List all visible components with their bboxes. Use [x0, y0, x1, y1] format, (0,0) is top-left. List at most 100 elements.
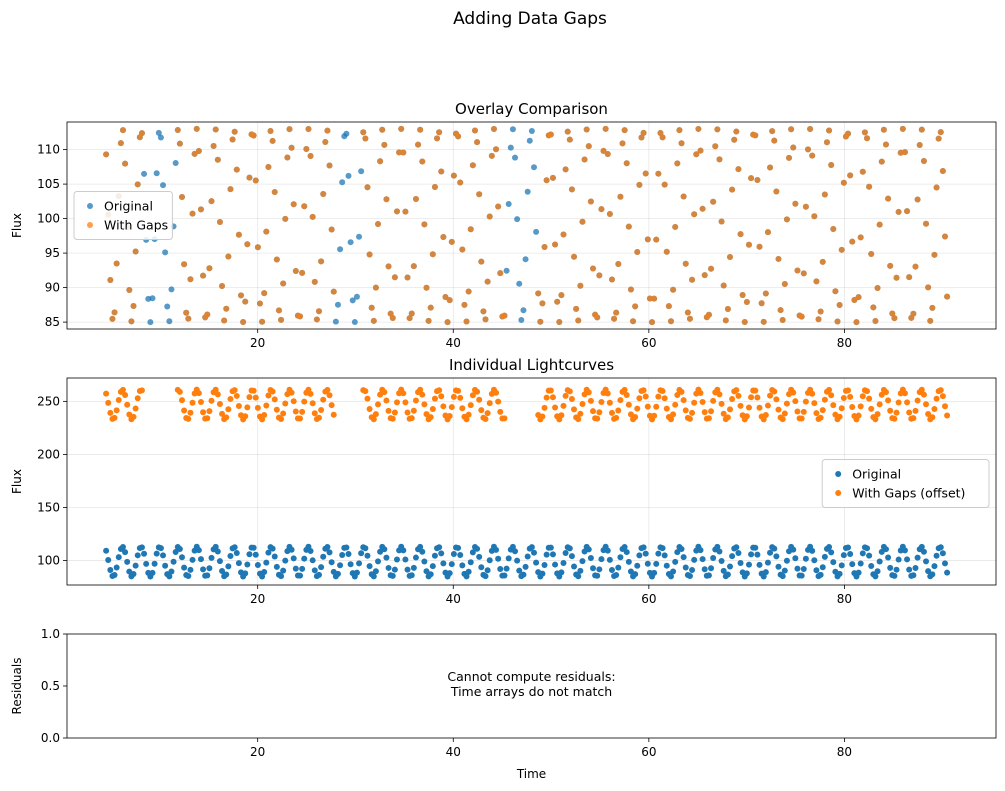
- original-point: [579, 558, 586, 565]
- with-gaps-offset-point: [330, 411, 337, 418]
- with-gaps-offset-point: [111, 414, 118, 421]
- original-point: [309, 557, 316, 564]
- with-gaps-point: [370, 317, 377, 324]
- with-gaps-point: [760, 318, 767, 325]
- with-gaps-point: [250, 132, 257, 139]
- original-point: [661, 552, 668, 559]
- with-gaps-point: [181, 261, 188, 268]
- original-point: [817, 571, 824, 578]
- with-gaps-offset-point: [585, 389, 592, 396]
- with-gaps-offset-point: [208, 397, 215, 404]
- original-point: [160, 552, 167, 559]
- with-gaps-point: [111, 309, 118, 316]
- original-point: [404, 566, 411, 573]
- original-point: [353, 293, 360, 300]
- with-gaps-point: [663, 248, 670, 255]
- original-point: [235, 560, 242, 567]
- original-point: [745, 561, 752, 568]
- with-gaps-point: [840, 179, 847, 186]
- lightcurves-legend-box: [821, 459, 990, 508]
- with-gaps-point: [573, 305, 580, 312]
- with-gaps-offset-point: [455, 387, 462, 394]
- original-point: [212, 543, 219, 550]
- original-point: [720, 567, 727, 574]
- with-gaps-point: [377, 158, 384, 165]
- with-gaps-point: [364, 184, 371, 191]
- original-point: [874, 568, 881, 575]
- with-gaps-offset-point: [408, 415, 415, 422]
- original-point: [484, 567, 491, 574]
- residuals-panel: 20 40 60 80 0.0 0.5 1.0 Residuals Time Cannot com…: [10, 627, 997, 781]
- original-point: [375, 558, 382, 565]
- original-point: [549, 551, 556, 558]
- with-gaps-point: [541, 244, 548, 251]
- original-point: [252, 551, 259, 558]
- with-gaps-offset-point: [847, 393, 854, 400]
- original-point: [809, 547, 816, 554]
- overlay-y-tick-label: 100: [37, 212, 60, 226]
- with-gaps-point: [758, 300, 765, 307]
- overlay-legend-marker: [87, 203, 93, 209]
- with-gaps-point: [870, 304, 877, 311]
- original-point: [214, 548, 221, 555]
- with-gaps-offset-point: [271, 396, 278, 403]
- with-gaps-offset-point: [547, 387, 554, 394]
- with-gaps-point: [855, 294, 862, 301]
- with-gaps-point: [297, 313, 304, 320]
- with-gaps-point: [488, 152, 495, 159]
- with-gaps-offset-point: [431, 395, 438, 402]
- with-gaps-point: [874, 285, 881, 292]
- lightcurves-y-tick-label: 100: [37, 554, 60, 568]
- original-point: [792, 555, 799, 562]
- with-gaps-point: [625, 223, 632, 230]
- with-gaps-point: [134, 181, 141, 188]
- original-point: [225, 563, 232, 570]
- with-gaps-offset-point: [720, 410, 727, 417]
- residuals-y-tick-label: 0.0: [41, 731, 60, 745]
- original-point: [122, 549, 129, 556]
- original-point: [528, 128, 535, 135]
- with-gaps-point: [817, 308, 824, 315]
- lightcurves-legend-marker: [835, 490, 842, 496]
- with-gaps-offset-point: [716, 391, 723, 398]
- original-point: [925, 568, 932, 575]
- with-gaps-point: [790, 144, 797, 151]
- with-gaps-offset-point: [558, 412, 565, 419]
- with-gaps-point: [823, 139, 830, 146]
- original-point: [381, 546, 388, 553]
- original-point: [828, 549, 835, 556]
- with-gaps-point: [178, 193, 185, 200]
- with-gaps-point: [375, 221, 382, 228]
- original-point: [642, 550, 649, 557]
- original-point: [773, 553, 780, 560]
- with-gaps-point: [284, 154, 291, 161]
- lightcurves-frame: [66, 377, 997, 586]
- with-gaps-point: [733, 128, 740, 135]
- with-gaps-point: [107, 276, 114, 283]
- with-gaps-point: [878, 158, 885, 165]
- original-point: [632, 571, 639, 578]
- with-gaps-point: [214, 156, 221, 163]
- original-point: [775, 563, 782, 570]
- with-gaps-point: [543, 177, 550, 184]
- with-gaps-point: [183, 309, 190, 316]
- with-gaps-point: [265, 164, 272, 171]
- with-gaps-point: [585, 143, 592, 150]
- original-point: [282, 557, 289, 564]
- original-point: [408, 572, 415, 579]
- with-gaps-offset-point: [644, 403, 651, 410]
- with-gaps-point: [813, 278, 820, 285]
- with-gaps-point: [450, 172, 457, 179]
- with-gaps-point: [240, 318, 247, 325]
- overlay-y-tick-label: 105: [37, 177, 60, 191]
- with-gaps-point: [623, 160, 630, 167]
- with-gaps-offset-point: [324, 386, 331, 393]
- original-point: [332, 318, 339, 325]
- with-gaps-point: [379, 126, 386, 133]
- original-point: [339, 179, 346, 186]
- with-gaps-point: [834, 318, 841, 325]
- with-gaps-point: [566, 136, 573, 143]
- with-gaps-point: [360, 129, 367, 136]
- with-gaps-point: [556, 318, 563, 325]
- with-gaps-offset-point: [659, 387, 666, 394]
